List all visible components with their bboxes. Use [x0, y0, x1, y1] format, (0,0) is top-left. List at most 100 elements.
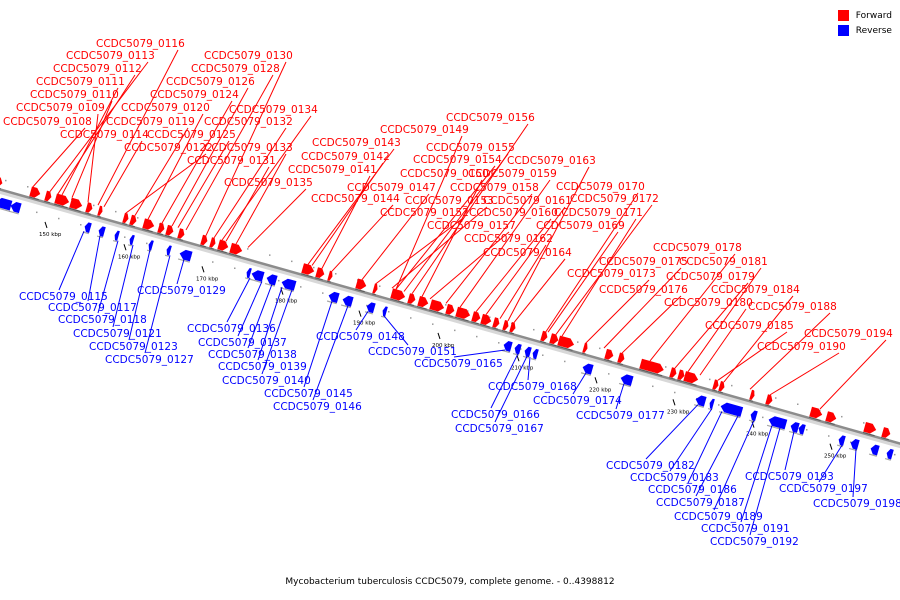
strand-dot: [797, 403, 799, 405]
gene-shadow: [501, 349, 510, 354]
gene-arrow: [712, 379, 719, 390]
gene-arrow: [718, 381, 725, 392]
gene-shadow: [364, 311, 373, 315]
strand-dot: [27, 186, 29, 188]
forward-gene: [717, 381, 725, 394]
gene-arrow: [342, 295, 354, 307]
forward-gene: [616, 352, 625, 366]
gene-shadow: [522, 355, 530, 359]
gene-shadow: [380, 315, 386, 318]
reverse-gene: [788, 422, 800, 435]
leader-line: [97, 49, 179, 206]
reverse-gene: [177, 249, 193, 263]
gene-arrow: [825, 411, 837, 423]
gene-arrow: [366, 302, 376, 314]
reverse-gene: [868, 444, 880, 457]
gene-arrow: [750, 410, 758, 422]
gene-label-ccdc5079-0176: CCDC5079_0176: [599, 284, 688, 296]
strand-dot: [36, 211, 38, 214]
gene-label-ccdc5079-0160: CCDC5079_0160: [469, 207, 558, 219]
strand-dot: [577, 341, 579, 343]
leader-line: [585, 279, 650, 344]
leader-line: [713, 420, 755, 511]
gene-arrow: [281, 278, 297, 291]
gene-shadow: [406, 303, 414, 307]
strand-dot: [674, 391, 676, 394]
legend-forward: Forward: [837, 8, 892, 23]
gene-arrow: [881, 427, 891, 438]
gene-shadow: [208, 247, 215, 250]
gene-label-ccdc5079-0118: CCDC5079_0118: [58, 314, 147, 326]
gene-shadow: [164, 254, 170, 257]
gene-label-ccdc5079-0108: CCDC5079_0108: [3, 116, 92, 128]
leader-line: [225, 166, 270, 242]
strand-dot: [80, 224, 82, 226]
reverse-gene: [164, 245, 172, 257]
reverse-gene: [380, 306, 388, 318]
gene-label-ccdc5079-0143: CCDC5079_0143: [312, 137, 401, 149]
leader-line: [852, 449, 857, 498]
forward-gene: [862, 421, 877, 437]
strand-dot: [476, 335, 478, 338]
gene-shadow: [112, 239, 118, 243]
gene-shadow: [43, 200, 51, 204]
gene-label-ccdc5079-0188: CCDC5079_0188: [748, 301, 837, 313]
strand-dot: [718, 404, 720, 406]
forward-gene: [539, 330, 548, 344]
gene-label-ccdc5079-0157: CCDC5079_0157: [427, 220, 516, 232]
gene-arrow: [97, 205, 103, 216]
strand-dot: [146, 242, 148, 245]
forward-gene: [176, 228, 185, 241]
gene-label-ccdc5079-0190: CCDC5079_0190: [757, 341, 846, 353]
leader-line: [226, 277, 251, 323]
gene-label-ccdc5079-0132: CCDC5079_0132: [204, 116, 293, 128]
gene-shadow: [371, 293, 377, 296]
gene-shadow: [326, 300, 337, 305]
gene-shadow: [880, 436, 889, 441]
gene-shadow: [53, 203, 68, 209]
gene-label-ccdc5079-0148: CCDC5079_0148: [316, 331, 405, 343]
strand-dot: [124, 236, 126, 238]
gene-arrow: [749, 389, 755, 401]
gene-label-ccdc5079-0187: CCDC5079_0187: [656, 497, 745, 509]
reverse-gene: [279, 278, 297, 293]
leader-line: [144, 255, 171, 354]
gene-label-ccdc5079-0123: CCDC5079_0123: [89, 341, 178, 353]
gene-shadow: [326, 280, 332, 283]
gene-shadow: [177, 258, 190, 263]
gene-shadow: [676, 379, 684, 383]
strand-dot: [269, 254, 271, 256]
leader-line: [171, 87, 249, 227]
leader-line: [513, 258, 566, 323]
gene-shadow: [512, 352, 520, 356]
strand-dot: [5, 179, 7, 182]
leader-line: [205, 61, 287, 236]
leader-line: [749, 427, 781, 536]
reverse-gene: [796, 424, 806, 436]
gene-label-ccdc5079-0197: CCDC5079_0197: [779, 483, 868, 495]
reverse-gene: [530, 348, 539, 361]
gene-label-ccdc5079-0137: CCDC5079_0137: [198, 337, 287, 349]
gene-arrow: [557, 335, 575, 349]
gene-shadow: [444, 313, 453, 318]
forward-gene: [406, 293, 416, 307]
gene-shadow: [501, 329, 508, 333]
gene-label-ccdc5079-0131: CCDC5079_0131: [187, 155, 276, 167]
gene-shadow: [616, 362, 624, 366]
forward-gene: [121, 212, 129, 226]
gene-arrow: [620, 374, 634, 386]
reverse-gene: [718, 402, 744, 419]
gene-shadow: [249, 278, 262, 284]
gene-label-ccdc5079-0149: CCDC5079_0149: [380, 124, 469, 136]
leader-line: [391, 206, 488, 289]
strand-dot: [806, 429, 808, 431]
gene-arrow: [200, 234, 208, 246]
gene-label-ccdc5079-0162: CCDC5079_0162: [464, 233, 553, 245]
reverse-gene: [249, 270, 265, 284]
gene-label-ccdc5079-0130: CCDC5079_0130: [204, 50, 293, 62]
strand-dot: [432, 323, 434, 325]
gene-arrow: [604, 348, 614, 360]
forward-gene: [682, 371, 699, 386]
forward-gene: [638, 358, 664, 377]
leader-line: [221, 115, 312, 241]
